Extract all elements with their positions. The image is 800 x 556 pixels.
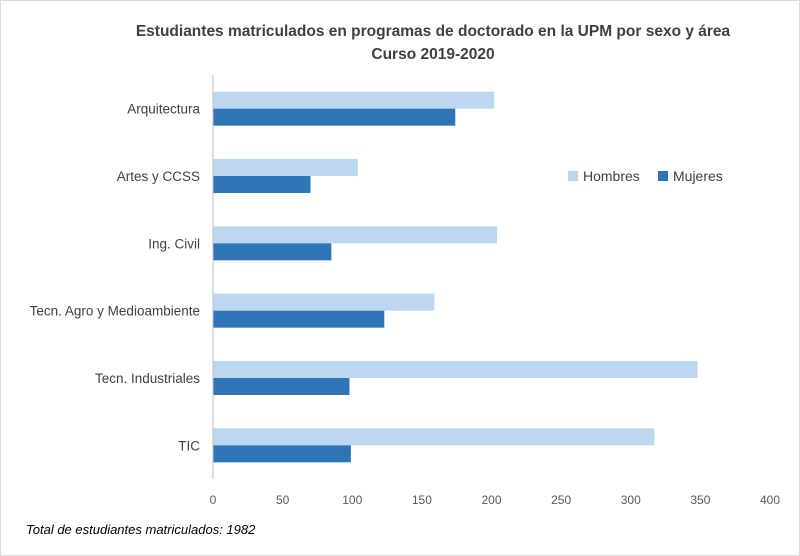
x-axis-ticks: 0 50 100 150 200 250 300 350 400 — [210, 493, 781, 507]
legend-swatch-hombres — [568, 171, 578, 181]
category-label-arquitectura: Arquitectura — [127, 102, 200, 117]
bar-mujeres-ing-civil — [213, 243, 332, 261]
x-tick-label-200: 200 — [481, 493, 501, 507]
category-label-tic: TIC — [178, 438, 200, 453]
x-tick-label-350: 350 — [690, 493, 710, 507]
bar-mujeres-tecn-industriales — [213, 378, 350, 395]
bar-mujeres-tecn-agro-y-medioambiente — [213, 310, 385, 328]
bar-mujeres-arquitectura — [213, 108, 456, 126]
category-label-ing-civil: Ing. Civil — [148, 236, 200, 251]
bar-hombres-artes-y-ccss — [213, 159, 358, 176]
x-tick-label-100: 100 — [342, 493, 362, 507]
legend: Hombres Mujeres — [568, 168, 723, 184]
x-tick-label-250: 250 — [551, 493, 571, 507]
bars-group — [213, 91, 698, 463]
category-label-tecn-agro-y-medioambiente: Tecn. Agro y Medioambiente — [30, 304, 200, 319]
x-tick-label-400: 400 — [760, 493, 780, 507]
x-tick-label-150: 150 — [412, 493, 432, 507]
x-tick-label-300: 300 — [621, 493, 641, 507]
legend-label-mujeres: Mujeres — [673, 168, 723, 184]
chart-title-line-2: Curso 2019-2020 — [371, 46, 494, 63]
category-labels: Arquitectura Artes y CCSS Ing. Civil Tecn. … — [30, 102, 201, 454]
x-tick-label-50: 50 — [276, 493, 290, 507]
chart-title-line-1: Estudiantes matriculados en programas de… — [136, 23, 731, 40]
category-label-artes-y-ccss: Artes y CCSS — [117, 169, 200, 184]
category-label-tecn-industriales: Tecn. Industriales — [95, 371, 200, 386]
bar-hombres-tecn-agro-y-medioambiente — [213, 293, 435, 311]
legend-swatch-mujeres — [658, 171, 668, 181]
bar-hombres-tic — [213, 428, 655, 446]
bar-hombres-ing-civil — [213, 226, 498, 244]
bar-mujeres-artes-y-ccss — [213, 176, 311, 193]
bar-hombres-tecn-industriales — [213, 361, 698, 378]
legend-label-hombres: Hombres — [583, 168, 640, 184]
footnote-total: Total de estudiantes matriculados: 1982 — [26, 522, 256, 537]
x-tick-label-0: 0 — [210, 493, 217, 507]
bar-mujeres-tic — [213, 445, 351, 463]
bar-hombres-arquitectura — [213, 91, 495, 109]
